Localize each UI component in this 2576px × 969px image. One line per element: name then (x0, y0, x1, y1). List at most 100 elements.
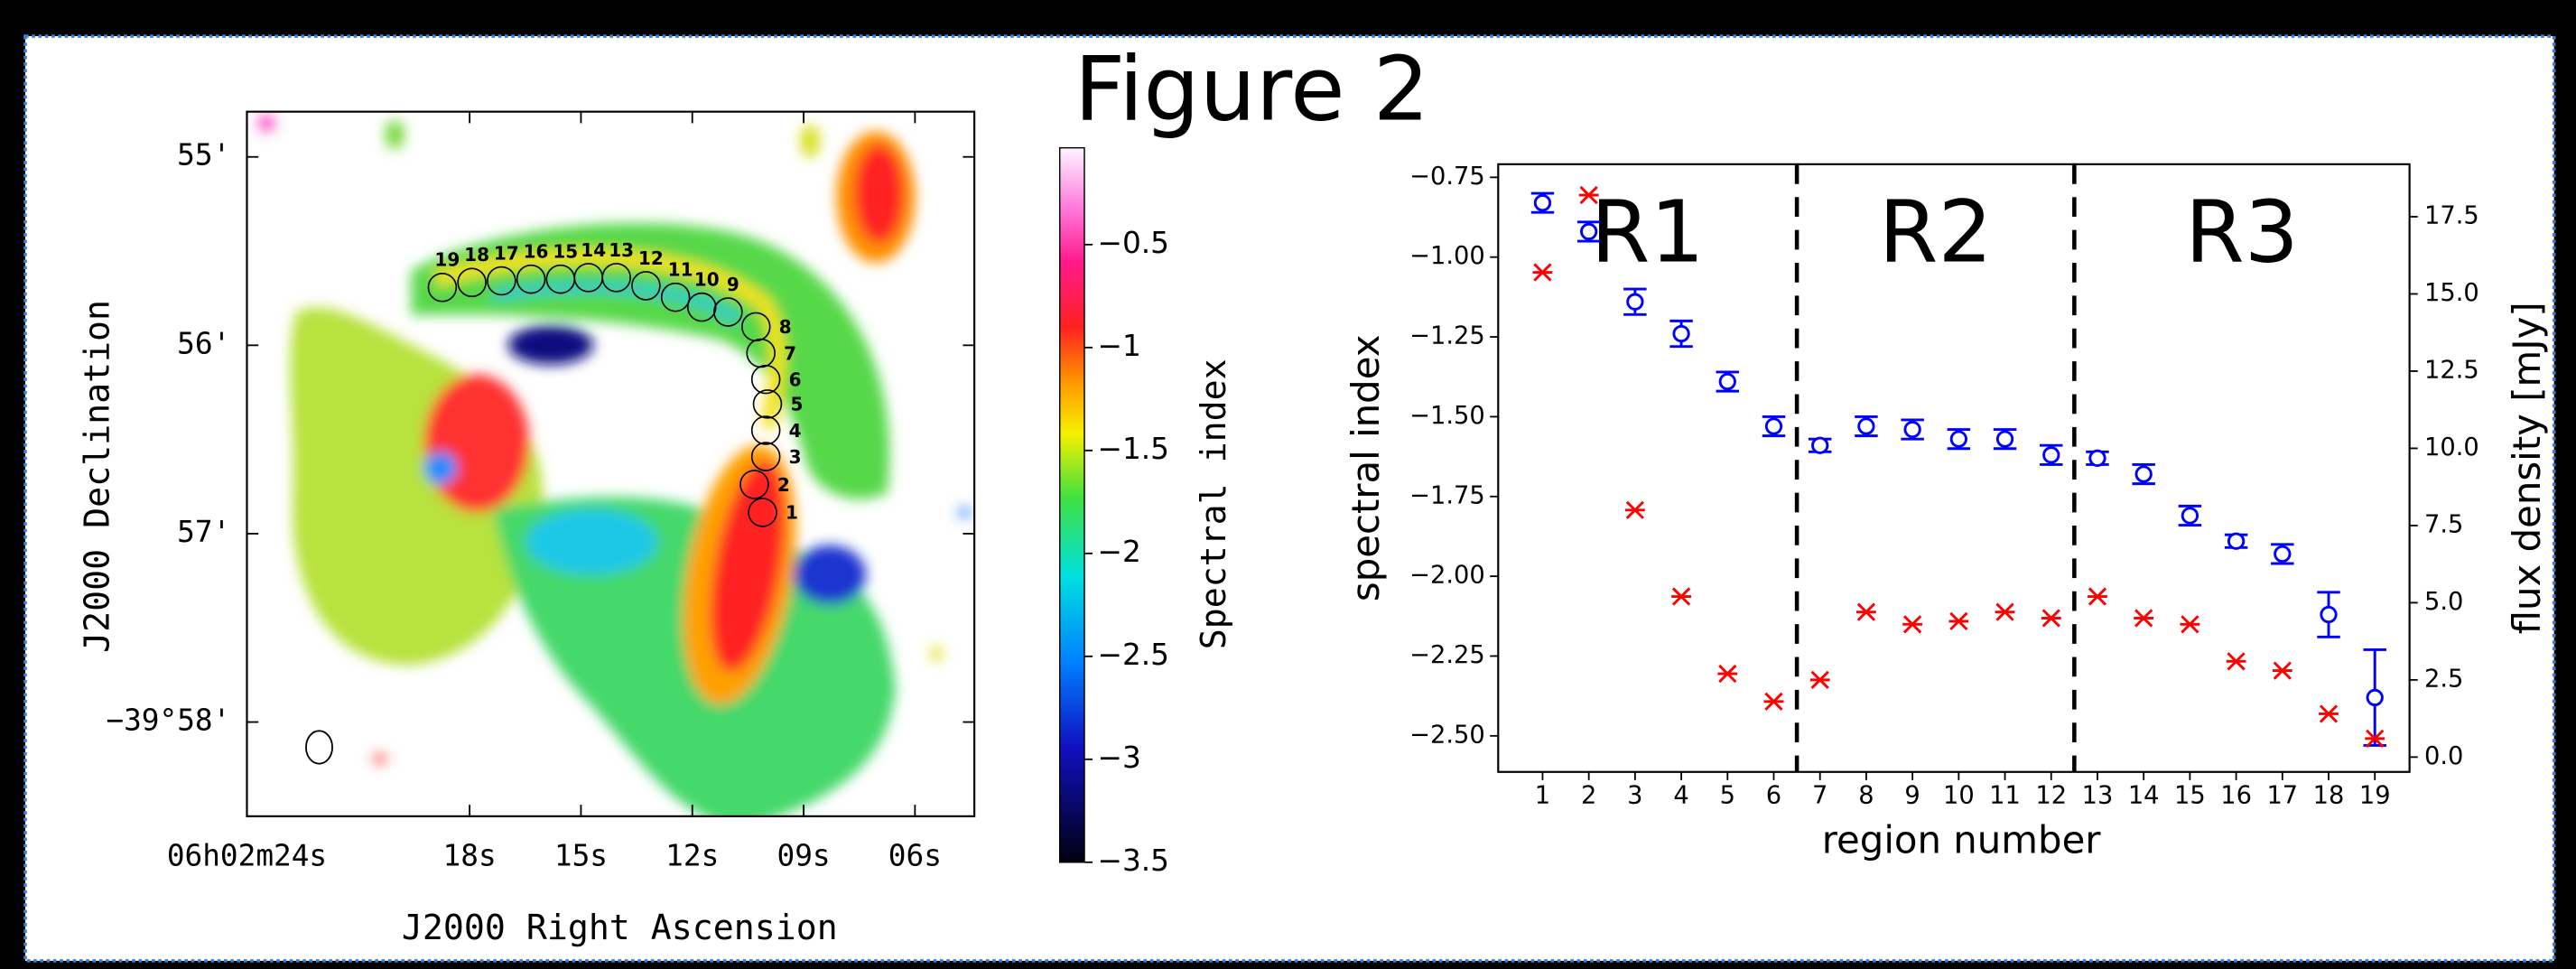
beam (305, 730, 333, 765)
x-tick-label: 14 (2128, 782, 2160, 810)
point (2274, 545, 2292, 564)
x-tick-label: 16 (2220, 782, 2252, 810)
point (1948, 611, 1969, 631)
point (2042, 446, 2060, 464)
region-label: 11 (668, 259, 693, 281)
colorbar-tick-label: −2 (1098, 535, 1141, 569)
x-tick-label: 2 (1581, 782, 1596, 810)
y-tick-label: −2.00 (1409, 562, 1485, 590)
x-tick-label: 12s (665, 838, 719, 872)
x-tick-label: 06h02m24s (167, 838, 327, 872)
y2-tick-label: 0.0 (2424, 742, 2463, 770)
y2-tick-label: 5.0 (2424, 588, 2463, 616)
region-circle (631, 271, 661, 301)
point (1672, 324, 1690, 343)
point (1995, 602, 2015, 621)
region-circle (752, 389, 783, 419)
region-label: 4 (789, 420, 802, 442)
region-circle (427, 272, 458, 303)
point (1578, 185, 1599, 205)
point (1626, 293, 1644, 311)
y-axis-title: J2000 Declination (78, 300, 117, 653)
region-circle (686, 292, 717, 322)
y-tick-label: −2.25 (1409, 641, 1485, 669)
y2-tick-label: 7.5 (2424, 510, 2463, 538)
x-tick-label: 17 (2266, 782, 2298, 810)
region-label: 19 (434, 249, 460, 271)
point (2134, 609, 2154, 628)
region-circle (750, 415, 781, 445)
region-circle (750, 442, 781, 471)
x-tick-label: 3 (1627, 782, 1642, 810)
region-circle (740, 312, 771, 342)
y-tick-label: −1.00 (1409, 242, 1485, 270)
colorbar-title: Spectral index (1195, 359, 1234, 649)
point (1763, 692, 1784, 711)
colorbar-tick-label: −0.5 (1098, 226, 1169, 260)
region-circle (739, 470, 769, 499)
region-label: 15 (553, 241, 578, 263)
x-tick-label: 15 (2174, 782, 2206, 810)
region-circle (748, 498, 777, 527)
region-label: 1 (786, 502, 798, 524)
x-tick-label: 18 (2313, 782, 2345, 810)
point (2227, 532, 2246, 550)
region-circle (545, 264, 576, 294)
colorbar-tick-label: −3 (1098, 741, 1141, 775)
point (1764, 417, 1783, 435)
colorbar-tick-label: −1 (1098, 329, 1141, 363)
y-tick-label: −1.50 (1409, 402, 1485, 430)
x-tick-label: 4 (1673, 782, 1688, 810)
point (2272, 661, 2292, 680)
y-tick-label: −0.75 (1409, 163, 1485, 191)
y2-tick-label: 2.5 (2424, 665, 2463, 693)
region-label: 8 (779, 316, 792, 338)
region-circle (457, 267, 487, 298)
x-tick-label: 12 (2035, 782, 2067, 810)
region-label: 16 (524, 241, 549, 263)
point (2134, 465, 2153, 483)
x-tick-label: 15s (554, 838, 608, 872)
point (1809, 670, 1830, 689)
point (1717, 664, 1738, 684)
plot-frame (1497, 163, 2411, 773)
point (1718, 372, 1736, 391)
map-frame (246, 110, 976, 817)
region-circle (516, 264, 546, 294)
point (1671, 587, 1691, 606)
point (1857, 417, 1875, 435)
point (2365, 729, 2385, 748)
point (1856, 602, 1876, 621)
point (1532, 263, 1553, 282)
point (1533, 193, 1552, 212)
region-label: 5 (790, 394, 803, 415)
colorbar (1058, 146, 1085, 863)
point (1624, 500, 1645, 519)
annotation: R3 (2185, 183, 2299, 283)
region-label: 17 (494, 242, 519, 264)
point (2319, 704, 2339, 723)
region-label: 9 (727, 274, 739, 295)
y2-tick-label: 17.5 (2424, 201, 2479, 229)
x-axis-title: J2000 Right Ascension (402, 908, 838, 948)
point (1902, 615, 1923, 634)
x-tick-label: 09s (777, 838, 831, 872)
y-axis-title: spectral index (1344, 335, 1388, 602)
point (1903, 420, 1921, 439)
y2-axis-title: flux density [mJy] (2505, 302, 2549, 634)
point (2181, 507, 2199, 525)
region-circle (660, 282, 691, 312)
region-label: 2 (777, 474, 790, 496)
y-tick-label: 55' (177, 138, 230, 172)
x-axis-title: region number (1822, 817, 2102, 862)
annotation: R2 (1879, 183, 1993, 283)
x-tick-label: 19 (2359, 782, 2391, 810)
x-tick-label: 8 (1858, 782, 1874, 810)
point (1811, 436, 1829, 454)
x-tick-label: 18s (443, 838, 497, 872)
y-tick-label: 56' (177, 326, 230, 360)
colorbar-tick-label: −2.5 (1098, 638, 1169, 672)
y2-tick-label: 15.0 (2424, 279, 2479, 307)
region-label: 18 (464, 244, 489, 266)
